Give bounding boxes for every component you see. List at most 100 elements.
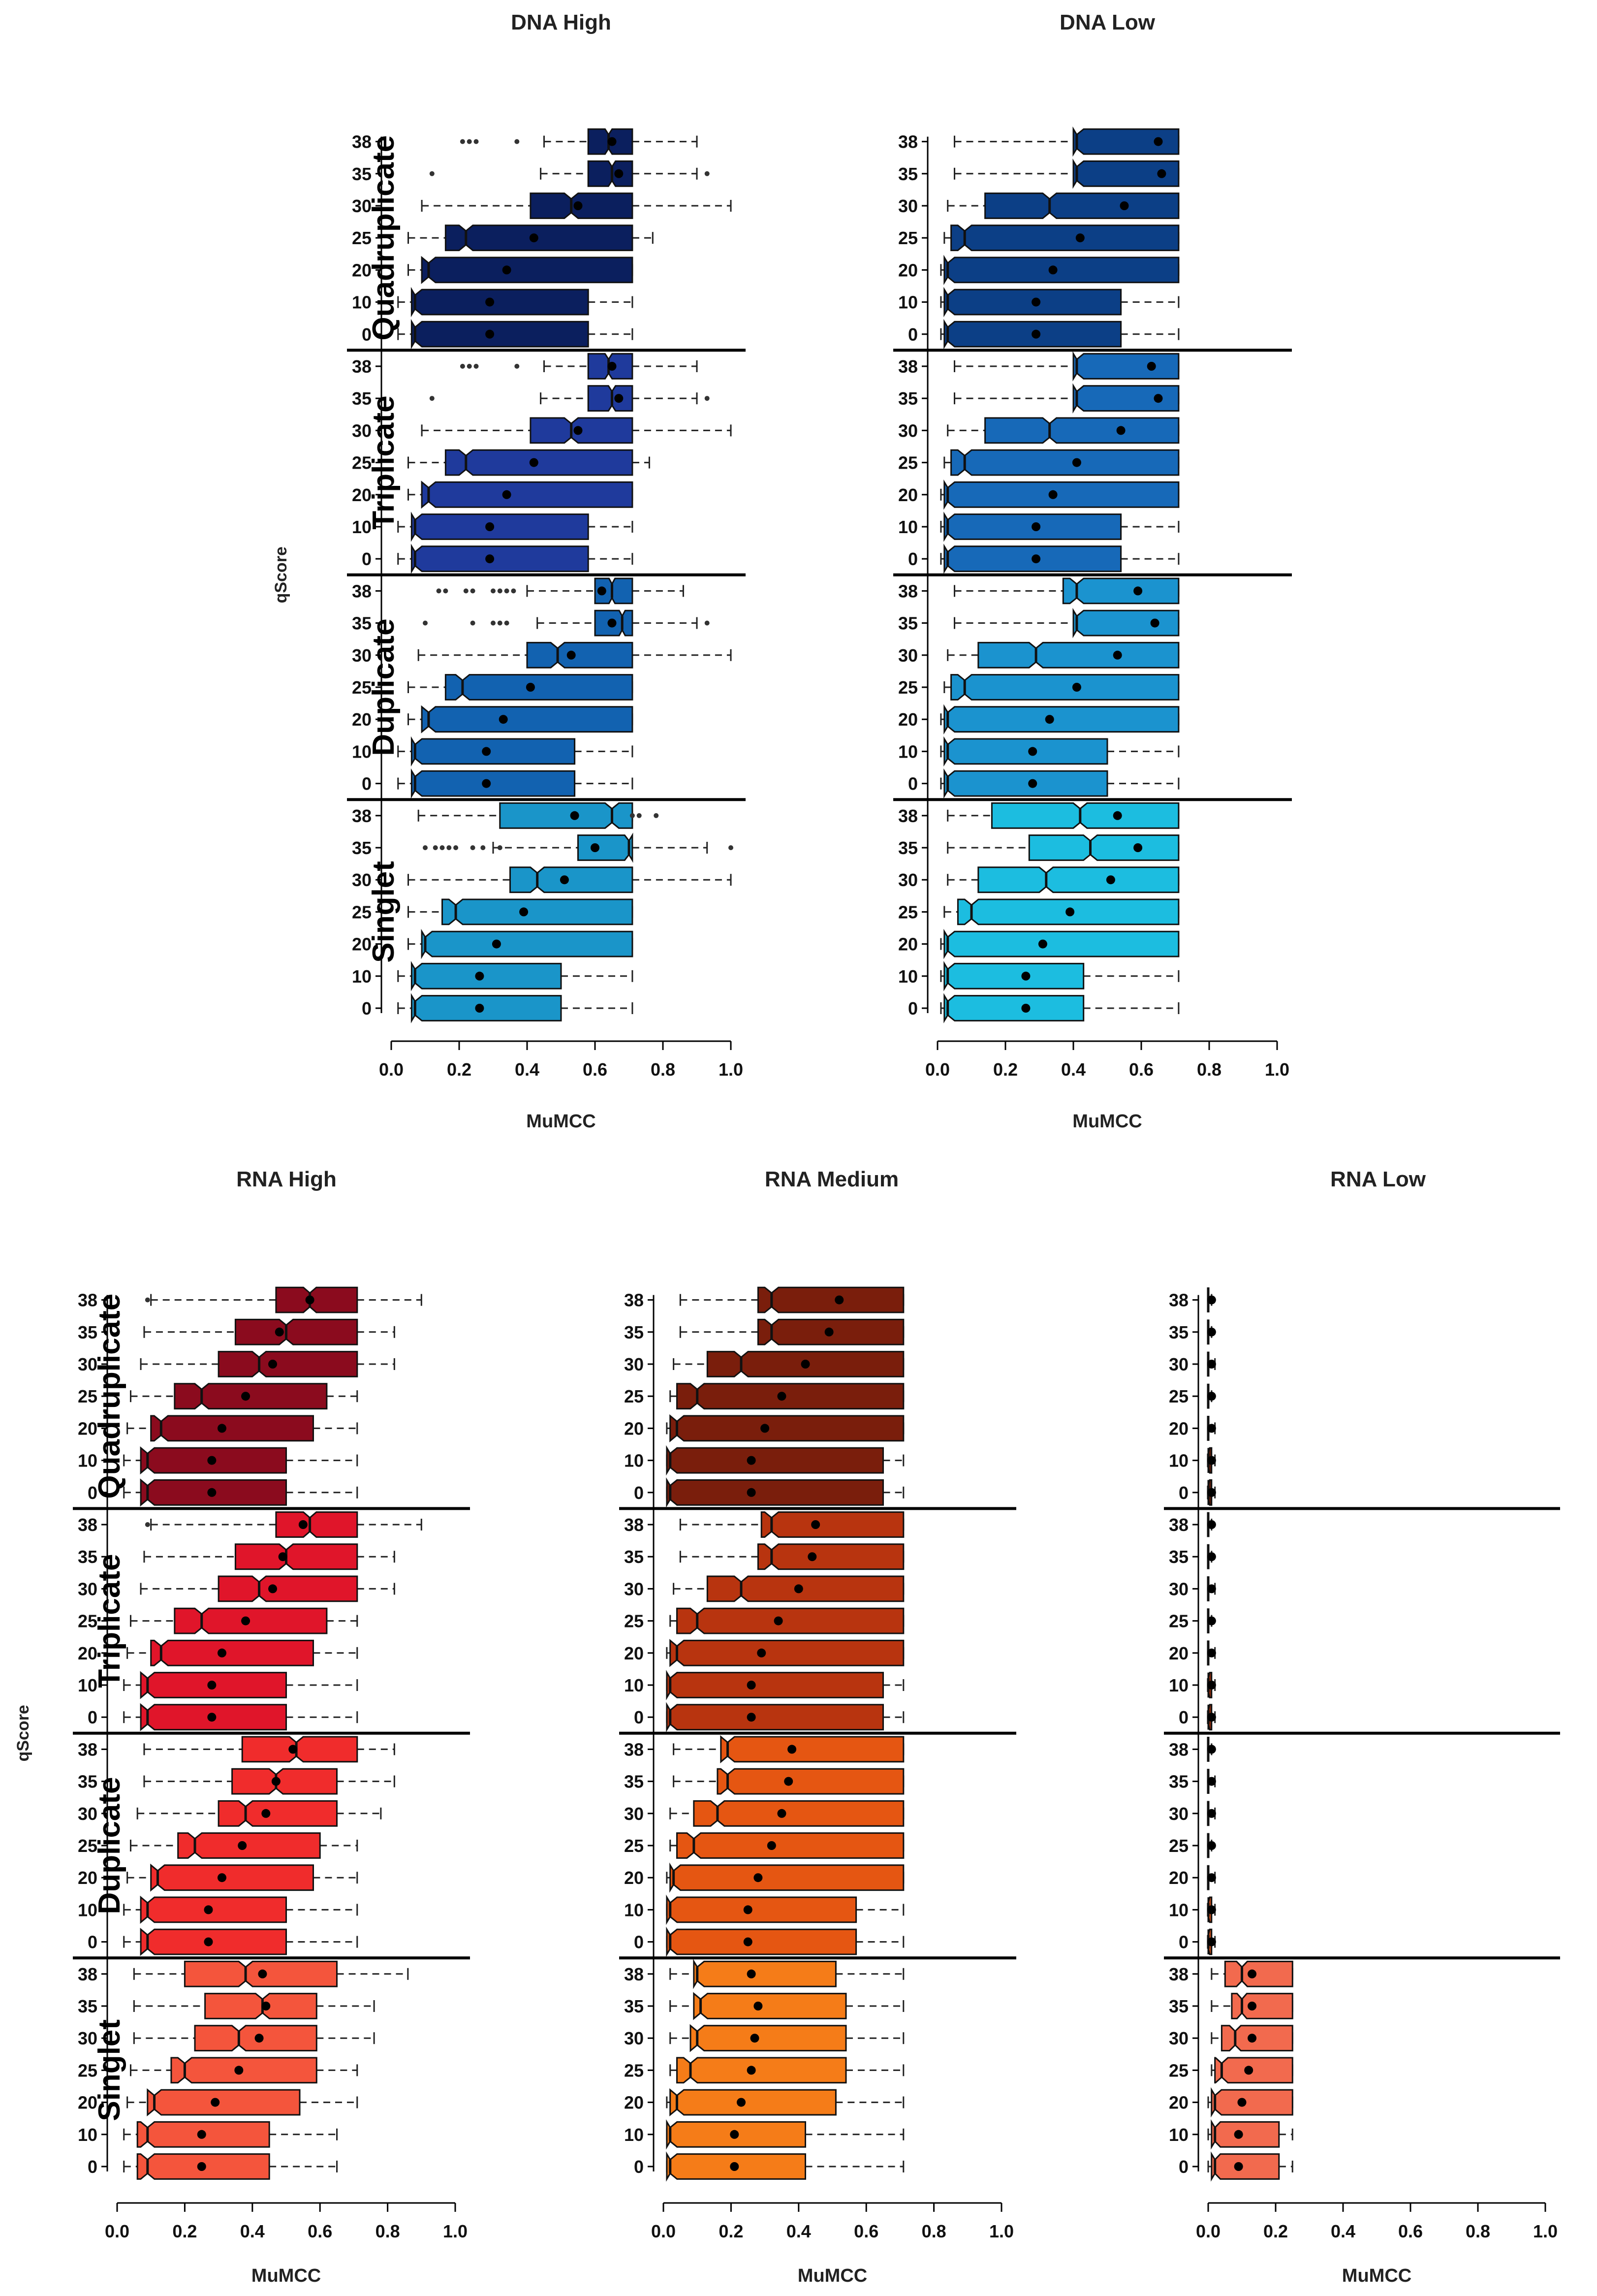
box-singlet-q0: 0 bbox=[908, 993, 1180, 1023]
x-tick-label: 0.8 bbox=[376, 2221, 400, 2241]
mean-point bbox=[207, 1681, 217, 1690]
iqr-box bbox=[526, 641, 633, 669]
box-triplicate-q20: 20 bbox=[352, 480, 633, 509]
x-tick-label: 0.2 bbox=[172, 2221, 197, 2241]
box-quadruplicate-q20: 20 bbox=[1169, 1415, 1216, 1441]
iqr-box bbox=[140, 1895, 287, 1924]
mean-point bbox=[743, 1905, 752, 1914]
mean-point bbox=[747, 1969, 756, 1978]
row-tick-label: 10 bbox=[352, 517, 372, 537]
mean-point bbox=[824, 1327, 834, 1337]
iqr-box bbox=[499, 802, 633, 829]
row-tick-label: 30 bbox=[624, 2028, 644, 2048]
mean-point bbox=[1207, 1424, 1216, 1433]
row-tick-label: 20 bbox=[78, 1868, 97, 1888]
group-duplicate: 38 35 30 25 20 10 0 bbox=[619, 1735, 1016, 1960]
iqr-box bbox=[150, 1863, 314, 1892]
panel-rna-medium: RNA Medium 38 35 30 25 20 10 0 38 35 30 25 20 10 0 38 35… bbox=[619, 1167, 1016, 2286]
mean-point bbox=[614, 394, 624, 403]
mean-point bbox=[1207, 1777, 1216, 1786]
box-triplicate-q30: 30 bbox=[898, 417, 1180, 444]
mean-point bbox=[502, 490, 511, 499]
box-triplicate-q0: 0 bbox=[1179, 1704, 1216, 1731]
x-axis-label: MuMCC bbox=[526, 1111, 595, 1132]
iqr-box bbox=[587, 160, 633, 187]
box-singlet-q25: 25 bbox=[898, 898, 1180, 925]
outlier-point bbox=[480, 845, 486, 850]
iqr-box bbox=[977, 641, 1180, 669]
iqr-box bbox=[234, 1543, 358, 1570]
box-singlet-q20: 20 bbox=[1169, 2087, 1293, 2118]
iqr-box bbox=[943, 704, 1180, 734]
mean-point bbox=[204, 1905, 213, 1914]
row-tick-label: 20 bbox=[78, 1418, 97, 1438]
row-tick-label: 0 bbox=[634, 1483, 644, 1503]
mean-point bbox=[747, 1713, 756, 1722]
iqr-box bbox=[676, 1832, 905, 1859]
box-duplicate-q25: 25 bbox=[624, 1832, 905, 1859]
group-singlet: Singlet 38 35 30 25 20 10 0 bbox=[78, 1960, 409, 2180]
row-tick-label: 35 bbox=[78, 1322, 97, 1342]
box-singlet-q10: 10 bbox=[898, 961, 1180, 991]
iqr-box bbox=[669, 2088, 837, 2117]
x-tick-label: 0.4 bbox=[1061, 1059, 1086, 1080]
row-tick-label: 35 bbox=[1169, 1547, 1189, 1567]
row-tick-label: 20 bbox=[898, 709, 918, 730]
row-tick-label: 38 bbox=[898, 581, 918, 601]
box-duplicate-q38: 38 bbox=[78, 1736, 395, 1763]
row-tick-label: 35 bbox=[1169, 1772, 1189, 1792]
row-tick-label: 35 bbox=[624, 1996, 644, 2016]
box-duplicate-q38: 38 bbox=[898, 577, 1180, 605]
mean-point bbox=[777, 1392, 786, 1401]
mean-point bbox=[1207, 1841, 1216, 1850]
iqr-box bbox=[676, 1607, 905, 1634]
iqr-box bbox=[693, 1959, 837, 1989]
outlier-point bbox=[473, 364, 479, 369]
row-tick-label: 38 bbox=[78, 1515, 97, 1535]
iqr-box bbox=[1221, 2025, 1293, 2052]
box-singlet-q30: 30 bbox=[78, 2025, 375, 2052]
x-axis: 0.0 0.2 0.4 0.6 0.8 1.0 bbox=[105, 2202, 468, 2241]
outlier-point bbox=[491, 620, 496, 626]
row-tick-label: 25 bbox=[898, 677, 918, 698]
iqr-box bbox=[984, 192, 1180, 219]
box-quadruplicate-q10: 10 bbox=[1169, 1447, 1216, 1474]
outlier-point bbox=[145, 1297, 150, 1303]
row-tick-label: 30 bbox=[1169, 2028, 1189, 2048]
iqr-box bbox=[150, 1639, 314, 1666]
x-tick-label: 0.4 bbox=[240, 2221, 265, 2241]
box-triplicate-q25: 25 bbox=[1169, 1608, 1216, 1634]
mean-point bbox=[485, 329, 495, 339]
mean-point bbox=[774, 1616, 783, 1626]
iqr-box bbox=[666, 1926, 857, 1957]
row-tick-label: 10 bbox=[78, 1451, 97, 1471]
row-tick-label: 30 bbox=[898, 645, 918, 666]
mean-point bbox=[753, 2002, 763, 2010]
box-duplicate-q25: 25 bbox=[1169, 1833, 1216, 1858]
outlier-point bbox=[423, 845, 428, 850]
box-duplicate-q0: 0 bbox=[634, 1926, 905, 1957]
group-label: Duplicate bbox=[93, 1777, 126, 1914]
box-singlet-q10: 10 bbox=[1169, 2119, 1293, 2150]
row-tick-label: 25 bbox=[352, 902, 372, 922]
row-tick-label: 25 bbox=[78, 2060, 97, 2080]
row-tick-label: 30 bbox=[624, 1354, 644, 1374]
iqr-box bbox=[234, 1318, 358, 1345]
iqr-box bbox=[444, 674, 633, 701]
mean-point bbox=[1147, 362, 1156, 371]
outlier-point bbox=[514, 139, 520, 144]
iqr-box bbox=[666, 1702, 884, 1733]
row-tick-label: 0 bbox=[634, 1707, 644, 1727]
box-quadruplicate-q30: 30 bbox=[1169, 1351, 1216, 1377]
iqr-box bbox=[147, 2088, 301, 2117]
iqr-box bbox=[950, 674, 1180, 701]
box-singlet-q38: 38 bbox=[898, 802, 1180, 829]
x-axis-label: MuMCC bbox=[1072, 1111, 1142, 1132]
mean-point bbox=[1234, 2162, 1243, 2171]
row-tick-label: 38 bbox=[352, 806, 372, 826]
mean-point bbox=[485, 554, 495, 564]
row-tick-label: 35 bbox=[1169, 1996, 1189, 2016]
